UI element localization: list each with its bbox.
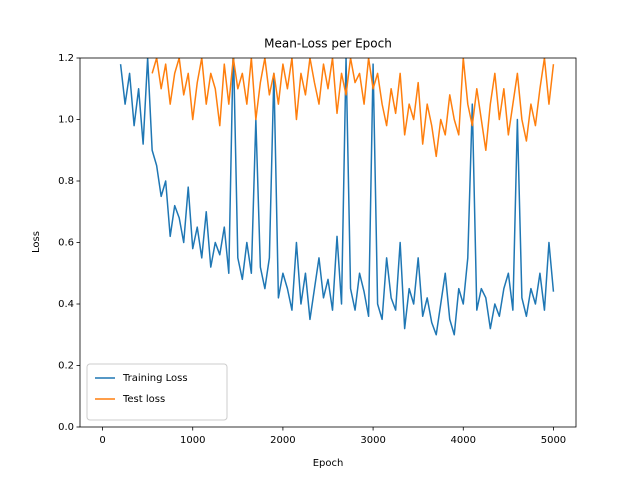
legend-box	[86, 363, 228, 421]
plot-area	[119, 58, 555, 336]
y-tick-label: 0.8	[58, 176, 74, 187]
x-tick-label: 5000	[541, 435, 566, 446]
series-line	[151, 58, 555, 158]
y-tick-label: 0.4	[58, 299, 74, 310]
legend: Training Loss Test loss	[86, 363, 228, 421]
y-tick-label: 0.2	[58, 361, 74, 372]
legend-label: Test loss	[122, 394, 165, 405]
x-tick-label: 2000	[270, 435, 295, 446]
legend-label: Training Loss	[122, 373, 188, 384]
x-tick-label: 1000	[180, 435, 205, 446]
x-tick-label: 3000	[360, 435, 385, 446]
series-line	[119, 58, 555, 336]
x-axis-label: Epoch	[313, 458, 344, 469]
y-tick-label: 0.0	[58, 422, 74, 433]
y-tick-label: 0.6	[58, 238, 74, 249]
y-tick-label: 1.2	[58, 53, 74, 64]
y-tick-label: 1.0	[58, 115, 74, 126]
y-axis-label: Loss	[31, 231, 42, 253]
chart-title: Mean-Loss per Epoch	[264, 37, 392, 51]
x-tick-label: 4000	[451, 435, 476, 446]
x-tick-label: 0	[99, 435, 105, 446]
